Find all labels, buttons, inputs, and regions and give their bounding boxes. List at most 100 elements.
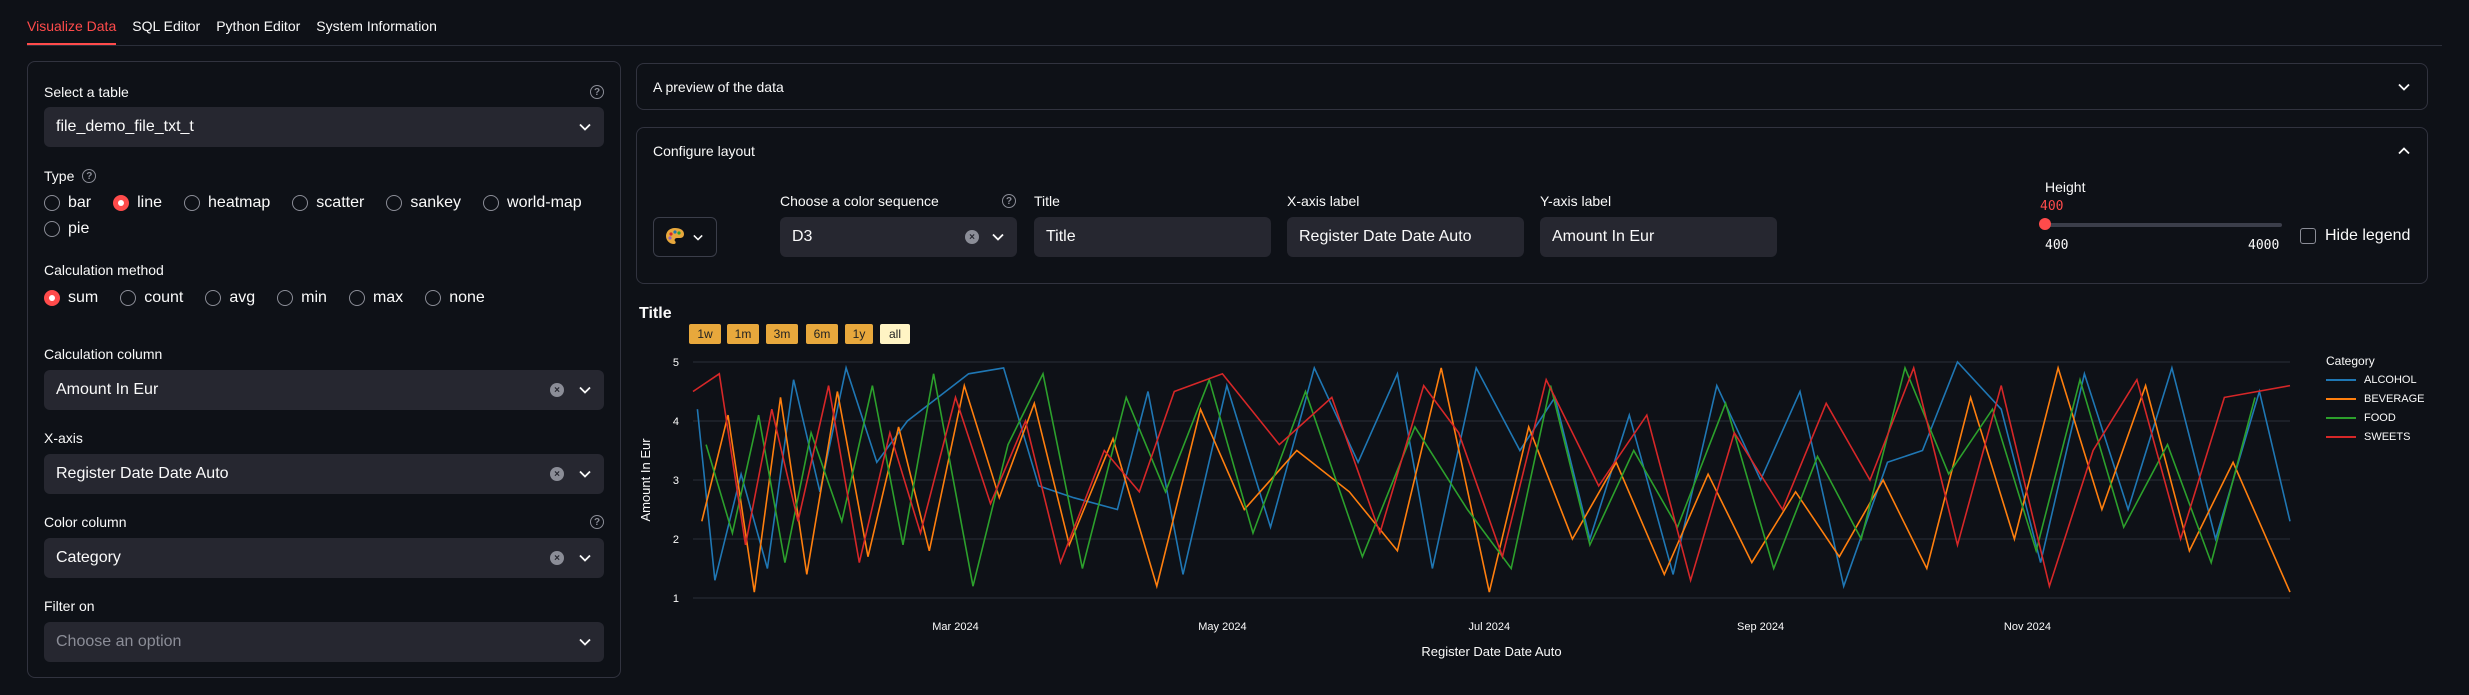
radio-circle [184,195,201,211]
tab-python-editor[interactable]: Python Editor [216,18,301,34]
calc-option-max[interactable]: max [348,289,403,307]
radio-circle [44,195,60,211]
tab-visualize-data[interactable]: Visualize Data [27,0,117,45]
radio-circle [120,290,137,306]
configure-layout-expander: Configure layout [636,127,2428,284]
type-option-pie[interactable]: pie [44,220,89,238]
height-min-value: 400 [2045,238,2069,253]
radio-circle-selected [113,195,130,211]
type-option-scatter[interactable]: scatter [292,194,364,212]
calc-option-sum[interactable]: sum [44,289,98,307]
radio-circle-selected [44,290,60,306]
calc-column-label: Calculation column [44,346,163,362]
radio-circle [348,290,365,306]
range-button-1w[interactable]: 1w [689,324,721,344]
radio-circle [483,195,500,211]
range-button-1y[interactable]: 1y [845,324,873,344]
x-axis-label-label: X-axis label [1287,193,1360,209]
tab-bar: Visualize Data SQL Editor Python Editor … [27,0,2442,46]
help-icon[interactable]: ? [590,515,604,529]
height-slider-thumb[interactable] [2039,218,2051,230]
calc-column-value: Amount In Eur [56,381,159,398]
legend-item-beverage[interactable]: BEVERAGE [2326,393,2425,405]
configure-layout-header[interactable]: Configure layout [637,128,2427,174]
calc-method-radio-group: sum count avg min max none [44,289,485,307]
calc-option-avg[interactable]: avg [205,289,255,307]
range-button-6m[interactable]: 6m [806,324,838,344]
chevron-down-icon [578,120,592,134]
height-slider-track[interactable] [2045,223,2282,227]
color-column-label: Color column [44,514,127,530]
x-axis-select[interactable]: Register Date Date Auto × [44,454,604,494]
color-column-value: Category [56,549,121,566]
calc-column-select[interactable]: Amount In Eur × [44,370,604,410]
clear-icon[interactable]: × [550,467,564,481]
radio-circle [425,290,442,306]
color-column-select[interactable]: Category × [44,538,604,578]
filter-on-select[interactable]: Choose an option [44,622,604,662]
chevron-up-icon [2397,144,2411,158]
radio-circle [277,290,294,306]
table-select[interactable]: file_demo_file_txt_t [44,107,604,147]
height-max-value: 4000 [2248,238,2280,253]
legend-item-alcohol[interactable]: ALCOHOL [2326,374,2417,386]
filter-on-label: Filter on [44,598,95,614]
legend-swatch [2326,379,2356,381]
help-icon[interactable]: ? [590,85,604,99]
range-button-all[interactable]: all [880,324,910,344]
range-button-1m[interactable]: 1m [727,324,759,344]
calc-option-none[interactable]: none [425,289,485,307]
tab-system-information[interactable]: System Information [316,18,437,34]
type-option-sankey[interactable]: sankey [386,194,461,212]
help-icon[interactable]: ? [1002,194,1016,208]
clear-icon[interactable]: × [550,383,564,397]
radio-circle [292,195,309,211]
clear-icon[interactable]: × [965,230,979,244]
y-tick-label: 4 [673,416,679,428]
x-tick-label: Nov 2024 [2004,621,2051,633]
color-sequence-label: Choose a color sequence [780,193,939,209]
legend-item-food[interactable]: FOOD [2326,412,2396,424]
type-label: Type? [44,168,97,184]
type-option-heatmap[interactable]: heatmap [184,194,270,212]
filter-on-placeholder: Choose an option [56,633,182,650]
table-select-value: file_demo_file_txt_t [56,118,194,135]
x-tick-label: Mar 2024 [932,621,978,633]
preview-expander[interactable]: A preview of the data [636,63,2428,110]
chevron-down-icon [578,635,592,649]
type-option-bar[interactable]: bar [44,194,91,212]
y-tick-label: 2 [673,534,679,546]
calc-option-count[interactable]: count [120,289,183,307]
type-option-line[interactable]: line [113,194,162,212]
palette-icon [665,227,685,248]
legend-item-sweets[interactable]: SWEETS [2326,431,2410,443]
color-sequence-select[interactable]: D3 × [780,217,1017,257]
hide-legend-checkbox[interactable] [2300,228,2316,244]
y-axis-label-input[interactable]: Amount In Eur [1540,217,1777,257]
configure-layout-title: Configure layout [653,143,755,159]
calc-option-min[interactable]: min [277,289,327,307]
radio-circle [205,290,222,306]
preview-expander-header[interactable]: A preview of the data [637,64,2427,110]
x-tick-label: Sep 2024 [1737,621,1784,633]
y-tick-label: 5 [673,357,679,369]
preview-expander-title: A preview of the data [653,79,784,95]
help-icon[interactable]: ? [82,169,97,183]
x-axis-value: Register Date Date Auto [56,465,229,482]
range-button-3m[interactable]: 3m [766,324,798,344]
tab-sql-editor[interactable]: SQL Editor [132,18,201,34]
x-axis-label-input[interactable]: Register Date Date Auto [1287,217,1524,257]
height-current-value: 400 [2040,199,2064,214]
title-input[interactable]: Title [1034,217,1271,257]
type-option-world-map[interactable]: world-map [483,194,582,212]
title-label: Title [1034,193,1060,209]
height-label: Height [2045,179,2086,195]
color-sequence-value: D3 [792,228,813,245]
y-tick-label: 3 [673,475,679,487]
legend-title: Category [2326,354,2375,368]
x-axis-title: Register Date Date Auto [1421,644,1561,659]
chevron-down-icon [578,467,592,481]
clear-icon[interactable]: × [550,551,564,565]
color-palette-button[interactable] [653,217,717,257]
